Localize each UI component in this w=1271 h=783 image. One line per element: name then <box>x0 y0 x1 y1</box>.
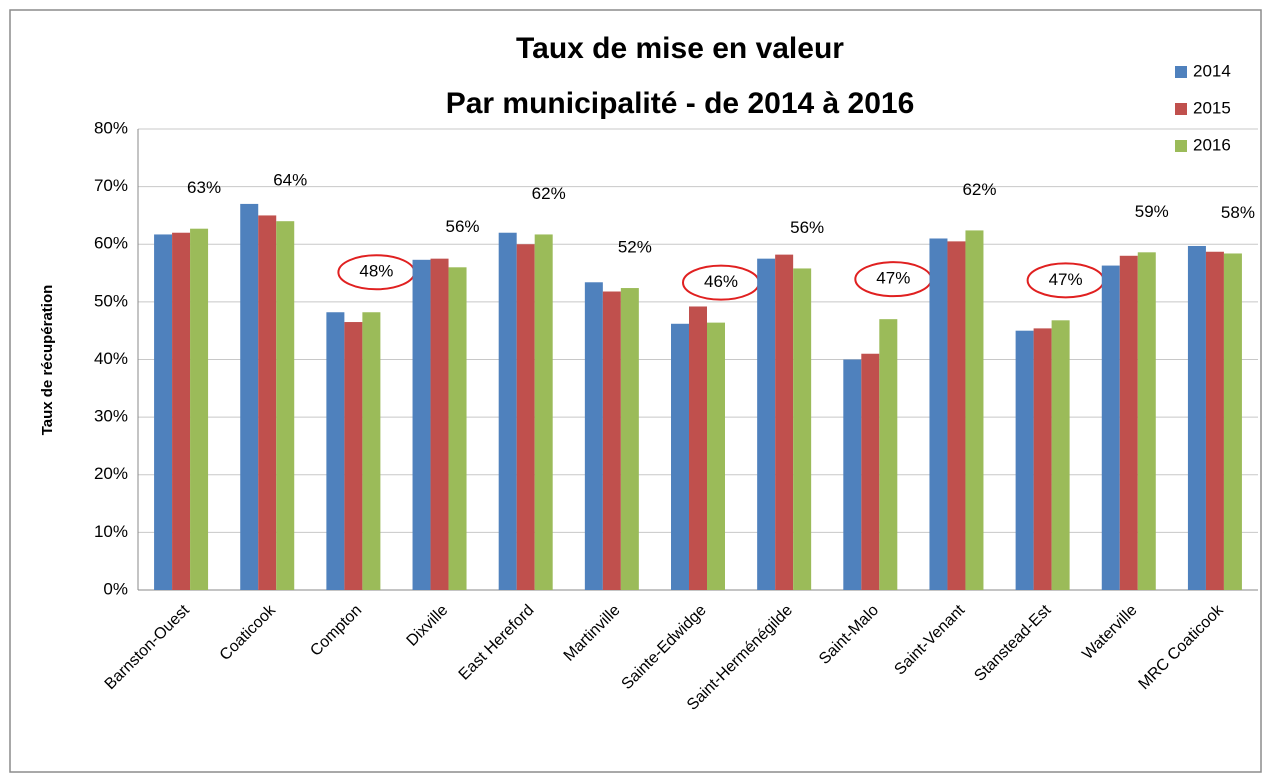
data-label: 62% <box>962 180 996 199</box>
bar <box>1033 328 1052 590</box>
bar <box>448 267 467 590</box>
bar <box>1137 252 1156 590</box>
bar <box>154 234 173 591</box>
y-tick-label: 30% <box>94 407 128 426</box>
legend-label: 2015 <box>1193 98 1231 117</box>
bar <box>879 319 898 590</box>
legend-label: 2014 <box>1193 61 1231 80</box>
bar <box>430 258 449 590</box>
y-tick-label: 0% <box>103 579 128 598</box>
y-axis-label: Taux de récupération <box>39 285 56 436</box>
bar <box>276 221 295 590</box>
bar <box>516 244 535 590</box>
bar <box>602 291 621 590</box>
data-label: 56% <box>446 217 480 236</box>
bar <box>843 359 862 590</box>
bar <box>861 353 880 590</box>
bar <box>671 323 689 590</box>
bar <box>240 203 259 590</box>
data-label: 52% <box>618 238 652 257</box>
data-label: 62% <box>532 184 566 203</box>
bar <box>1101 265 1120 590</box>
bar <box>775 254 794 590</box>
chart-subtitle: Par municipalité - de 2014 à 2016 <box>446 87 915 120</box>
bar <box>620 288 639 590</box>
data-label: 63% <box>187 178 221 197</box>
bar <box>258 215 277 590</box>
legend-swatch <box>1175 66 1187 78</box>
bar <box>965 230 984 591</box>
bar <box>172 232 191 590</box>
bar <box>1187 245 1206 590</box>
legend-swatch <box>1175 140 1187 152</box>
bar <box>947 241 966 590</box>
y-tick-label: 10% <box>94 522 128 541</box>
y-tick-label: 20% <box>94 464 128 483</box>
bar <box>793 268 812 590</box>
y-tick-label: 40% <box>94 349 128 368</box>
bar <box>190 228 209 590</box>
y-tick-label: 70% <box>94 176 128 195</box>
legend-label: 2016 <box>1193 135 1231 154</box>
bar <box>1119 255 1138 590</box>
data-label: 56% <box>790 218 824 237</box>
legend-swatch <box>1175 103 1187 115</box>
bar <box>1205 251 1224 590</box>
bar <box>326 312 345 590</box>
chart-title: Taux de mise en valeur <box>516 32 844 65</box>
bar <box>1015 330 1034 590</box>
y-tick-label: 60% <box>94 234 128 253</box>
data-label: 58% <box>1221 203 1255 222</box>
bar <box>344 322 363 590</box>
data-label: 48% <box>359 262 393 281</box>
data-label: 59% <box>1135 202 1169 221</box>
bar <box>929 238 948 591</box>
bar <box>757 258 776 590</box>
data-label: 47% <box>876 269 910 288</box>
bar <box>1051 320 1070 590</box>
y-tick-label: 50% <box>94 291 128 310</box>
bar <box>362 312 381 590</box>
bar <box>1223 253 1242 590</box>
data-label: 64% <box>273 171 307 190</box>
bar <box>707 322 725 590</box>
bar <box>412 259 431 590</box>
data-label: 46% <box>704 272 738 291</box>
data-label: 47% <box>1049 270 1083 289</box>
bar <box>584 282 603 590</box>
bar <box>498 232 517 590</box>
bar <box>534 234 553 591</box>
y-tick-label: 80% <box>94 118 128 137</box>
bar <box>689 306 707 590</box>
